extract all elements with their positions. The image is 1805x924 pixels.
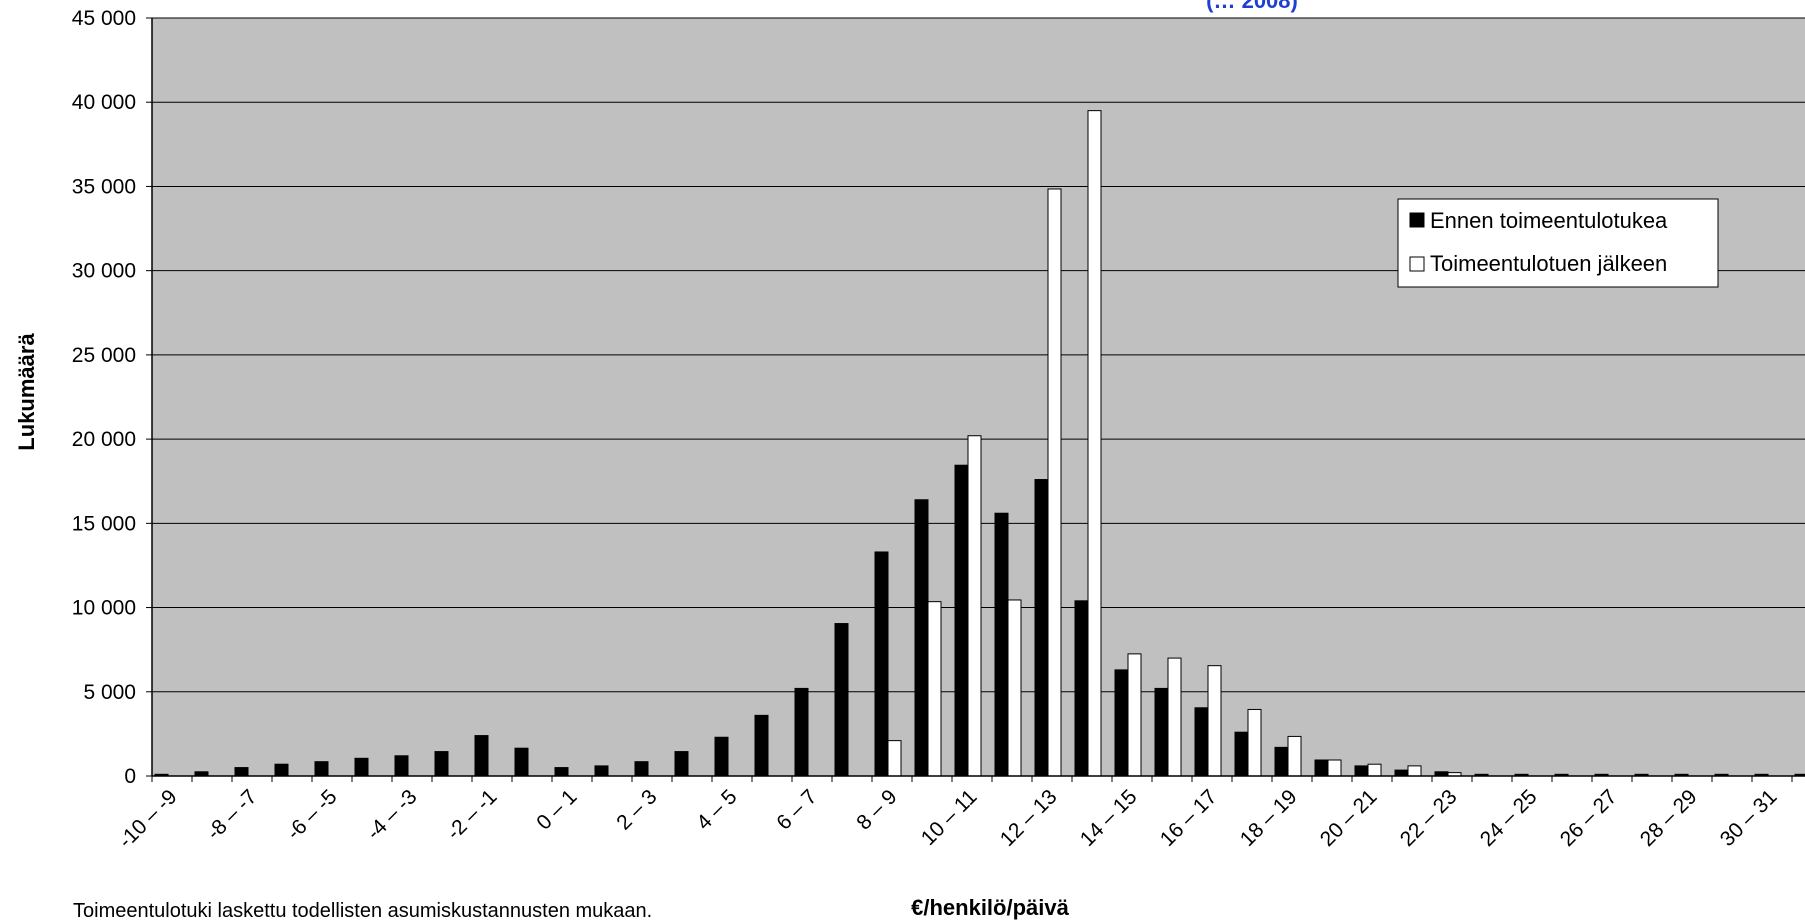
bar-ennen <box>1114 669 1129 777</box>
x-tick-label: 20 – 21 <box>1316 785 1382 851</box>
bar-ennen <box>434 751 449 777</box>
axes <box>151 18 1805 782</box>
bar-jalkeen <box>1247 708 1262 777</box>
x-tick-label: -6 – -5 <box>282 785 341 844</box>
x-tick-label: 30 – 31 <box>1716 785 1782 851</box>
bar-ennen <box>1154 687 1169 777</box>
x-tick-label: 12 – 13 <box>996 785 1062 851</box>
bar-ennen <box>594 765 609 777</box>
legend-box <box>1397 198 1719 288</box>
legend: Ennen toimeentulotukea Toimeentulotuen j… <box>1397 198 1719 288</box>
bar-ennen <box>1034 479 1049 777</box>
bar-ennen <box>1194 707 1209 777</box>
chart-title-fragment: (… 2008) <box>1206 0 1298 13</box>
x-tick-label: 8 – 9 <box>852 785 901 834</box>
bar-ennen <box>314 761 329 777</box>
x-tick-label: 6 – 7 <box>772 785 821 834</box>
y-tick-label: 5 000 <box>83 681 136 704</box>
x-tick-label: 28 – 29 <box>1636 785 1702 851</box>
y-tick-label: 10 000 <box>72 597 136 620</box>
x-tick-label: 16 – 17 <box>1156 785 1222 851</box>
y-tick-label: 25 000 <box>72 344 136 367</box>
bar-ennen <box>554 767 569 777</box>
bar-ennen <box>1314 759 1329 777</box>
bar-ennen <box>634 761 649 777</box>
x-tick-label: -4 – -3 <box>362 785 421 844</box>
bar-ennen <box>1074 600 1089 777</box>
bar-ennen <box>1274 746 1289 777</box>
x-tick-label: 10 – 11 <box>917 785 982 850</box>
bar-ennen <box>1394 769 1409 777</box>
bar-ennen <box>714 736 729 777</box>
bar-ennen <box>754 714 769 777</box>
bar-jalkeen <box>1327 759 1342 777</box>
y-tick-label: 30 000 <box>72 260 136 283</box>
bar-ennen <box>354 757 369 777</box>
y-tick-label: 0 <box>124 765 136 788</box>
bar-jalkeen <box>1207 665 1222 777</box>
bar-ennen <box>994 512 1009 777</box>
x-tick-label: 26 – 27 <box>1556 785 1622 851</box>
y-tick-labels: 0 5 000 10 000 15 000 20 000 25 000 30 000 35 0… <box>72 7 152 788</box>
x-tick-label: 4 – 5 <box>692 785 741 834</box>
bar-jalkeen <box>1287 735 1302 777</box>
bar-ennen <box>874 551 889 777</box>
legend-swatch-ennen <box>1409 212 1425 228</box>
y-tick-label: 15 000 <box>72 512 136 535</box>
footnote: Toimeentulotuki laskettu todellisten asu… <box>73 900 653 922</box>
bar-jalkeen <box>967 435 982 777</box>
x-tick-label: 24 – 25 <box>1476 785 1542 851</box>
bar-jalkeen <box>1167 657 1182 777</box>
y-tick-label: 40 000 <box>72 91 136 114</box>
y-tick-label: 45 000 <box>72 7 136 30</box>
y-tick-label: 35 000 <box>72 175 136 198</box>
legend-label-ennen: Ennen toimeentulotukea <box>1430 208 1668 233</box>
y-axis-title: Lukumäärä <box>14 333 39 451</box>
x-tick-label: 22 – 23 <box>1396 785 1462 851</box>
x-tick-label: 0 – 1 <box>532 785 581 834</box>
bar-ennen <box>274 763 289 777</box>
bar-jalkeen <box>1127 653 1142 777</box>
bar-jalkeen <box>927 601 942 777</box>
bar-ennen <box>1234 731 1249 777</box>
x-axis-title: €/henkilö/päivä <box>911 895 1069 920</box>
x-tick-label: 14 – 15 <box>1076 785 1142 851</box>
x-tick-label: -2 – -1 <box>442 785 501 844</box>
bar-ennen <box>1354 765 1369 777</box>
bars <box>154 110 1805 777</box>
bar-jalkeen <box>1367 763 1382 777</box>
y-tick-label: 20 000 <box>72 428 136 451</box>
bar-ennen <box>794 687 809 777</box>
x-tick-label: 2 – 3 <box>612 785 661 834</box>
x-tick-label: -8 – -7 <box>202 785 261 844</box>
bar-ennen <box>674 751 689 777</box>
legend-swatch-jalkeen <box>1409 256 1425 272</box>
bar-ennen <box>394 755 409 777</box>
bar-ennen <box>834 623 849 777</box>
x-tick-label: 18 – 19 <box>1236 785 1302 851</box>
bar-ennen <box>954 464 969 777</box>
bar-jalkeen <box>887 740 902 777</box>
bar-ennen <box>914 499 929 777</box>
bar-jalkeen <box>1407 765 1422 777</box>
x-tick-label: -10 – -9 <box>114 785 181 852</box>
x-tick-labels: -10 – -9 -8 – -7 -6 – -5 -4 – -3 -2 – -1 0 – … <box>114 785 1781 852</box>
bar-jalkeen <box>1087 110 1102 777</box>
legend-label-jalkeen: Toimeentulotuen jälkeen <box>1430 251 1667 276</box>
bar-ennen <box>514 747 529 777</box>
bar-ennen <box>234 767 249 777</box>
bar-jalkeen <box>1007 599 1022 777</box>
bar-jalkeen <box>1047 188 1062 777</box>
bar-ennen <box>474 735 489 777</box>
